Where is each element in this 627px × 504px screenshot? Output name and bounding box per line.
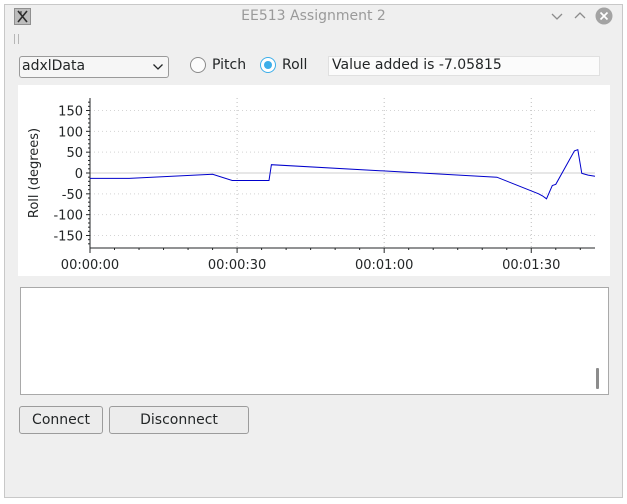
pitch-radio[interactable]: Pitch [190, 57, 246, 73]
value-added-field: Value added is -7.05815 [328, 56, 600, 76]
x-tick-label: 00:01:00 [355, 258, 413, 273]
roll-radio[interactable]: Roll [260, 57, 307, 73]
toolbar-grip[interactable] [14, 34, 19, 44]
app-window: EE513 Assignment 2 adxlData Pitch Roll V… [4, 4, 623, 498]
close-button[interactable] [595, 7, 613, 25]
x-tick-label: 00:00:30 [208, 258, 266, 273]
y-tick-label: 150 [58, 105, 83, 120]
data-source-combo[interactable]: adxlData [19, 56, 169, 78]
y-tick-label: 50 [66, 146, 83, 161]
value-added-text: Value added is -7.05815 [332, 57, 502, 73]
scrollbar-handle[interactable] [596, 368, 599, 389]
chevron-down-icon [551, 13, 563, 20]
maximize-button[interactable] [571, 7, 589, 25]
x-tick-label: 00:01:30 [502, 258, 560, 273]
chevron-down-icon [153, 64, 163, 70]
app-x-icon[interactable] [14, 8, 31, 25]
y-tick-label: 100 [58, 125, 83, 140]
chart-canvas: 150 100 50 0 -50 -100 -150 00:00:00 00:00:30 00:0… [27, 98, 596, 273]
x-tick-label: 00:00:00 [61, 258, 119, 273]
radio-button-checked-icon[interactable] [260, 57, 276, 73]
disconnect-button[interactable]: Disconnect [109, 406, 249, 434]
y-tick-label: -150 [53, 230, 83, 245]
pitch-radio-label: Pitch [212, 57, 247, 73]
log-text-area[interactable] [20, 287, 609, 395]
chevron-up-icon [574, 12, 586, 19]
close-icon [595, 7, 613, 25]
roll-series-line [90, 149, 596, 200]
roll-radio-label: Roll [282, 57, 308, 73]
combo-value: adxlData [22, 58, 86, 74]
y-tick-label: 0 [75, 167, 83, 182]
y-axis-label: Roll (degrees) [27, 128, 42, 218]
y-tick-label: -50 [62, 188, 83, 203]
roll-chart: 150 100 50 0 -50 -100 -150 00:00:00 00:00:30 00:0… [18, 85, 610, 276]
radio-button-icon[interactable] [190, 57, 206, 73]
connect-button[interactable]: Connect [19, 406, 103, 434]
title-bar: EE513 Assignment 2 [5, 5, 622, 29]
y-tick-label: -100 [53, 209, 83, 224]
minimize-button[interactable] [548, 7, 566, 25]
window-title: EE513 Assignment 2 [241, 8, 386, 24]
